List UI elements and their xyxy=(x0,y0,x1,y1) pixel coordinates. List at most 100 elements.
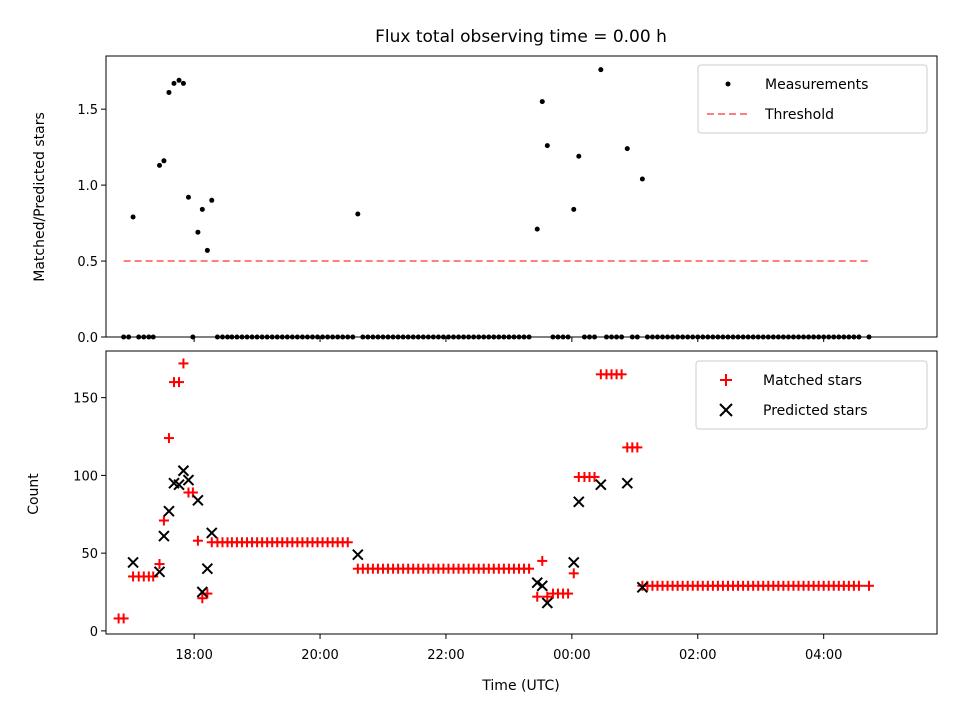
measurements-point xyxy=(705,334,711,340)
top-legend-box xyxy=(697,64,928,134)
measurements-point xyxy=(209,197,215,203)
measurements-point xyxy=(796,334,801,340)
measurements-point xyxy=(365,334,371,340)
measurements-point xyxy=(526,334,532,340)
measurements-point xyxy=(456,334,462,340)
measurements-point xyxy=(345,334,351,340)
x-axis-label: Time (UTC) xyxy=(481,678,559,694)
top-legend: Measurements Threshold xyxy=(697,64,928,134)
bottom-x-tick-label: 04:00 xyxy=(805,648,842,663)
matched-stars-point xyxy=(542,591,553,602)
measurements-point xyxy=(395,334,401,340)
measurements-point xyxy=(544,143,550,149)
measurements-point xyxy=(284,334,290,340)
predicted-stars-point xyxy=(153,566,166,578)
matched-stars-point xyxy=(524,563,535,574)
measurements-point xyxy=(660,334,666,340)
predicted-stars-point xyxy=(531,576,543,589)
measurements-point xyxy=(435,334,441,340)
measurements-point xyxy=(141,334,147,340)
matched-stars-point xyxy=(174,377,185,388)
measurements-point xyxy=(244,334,250,340)
top-panel: 0.0 0.5 1.0 1.5 Matched/Predicted stars Mea… xyxy=(32,55,938,346)
measurements-point xyxy=(856,334,862,340)
measurements-point xyxy=(790,334,796,340)
legend-predicted-marker xyxy=(719,403,733,417)
measurements-point xyxy=(330,334,336,340)
measurements-point xyxy=(491,334,497,340)
bottom-legend: Matched stars Predicted stars xyxy=(695,360,928,430)
measurements-point xyxy=(315,334,321,340)
measurements-point xyxy=(670,334,676,340)
measurements-point xyxy=(539,99,545,105)
measurements-point xyxy=(581,334,587,340)
measurements-point xyxy=(294,334,300,340)
bottom-x-tick-label: 00:00 xyxy=(553,648,590,663)
top-y-tick-label: 1.0 xyxy=(77,179,98,194)
measurements-point xyxy=(440,334,446,340)
matched-stars-point xyxy=(568,568,579,579)
measurements-point xyxy=(780,334,786,340)
measurements-point xyxy=(225,334,231,340)
predicted-stars-point xyxy=(201,562,214,575)
measurements-point xyxy=(506,334,512,340)
measurements-point xyxy=(576,153,582,159)
measurements-point xyxy=(841,334,847,340)
bottom-y-ticks: 0 50 100 150 xyxy=(73,392,106,640)
predicted-stars-point xyxy=(177,465,190,477)
measurements-point xyxy=(555,334,561,340)
predicted-stars-point xyxy=(621,477,633,489)
bottom-y-tick-label: 150 xyxy=(73,392,98,407)
top-panel-marks xyxy=(121,67,872,340)
measurements-point xyxy=(390,334,396,340)
measurements-point xyxy=(675,334,681,340)
measurements-point xyxy=(644,334,650,340)
legend-matched-marker xyxy=(720,374,732,386)
measurements-point xyxy=(400,334,406,340)
bottom-x-ticks: 18:00 20:00 22:00 00:00 02:00 04:00 xyxy=(175,634,842,663)
bottom-y-tick-label: 0 xyxy=(90,625,98,640)
top-y-tick-label: 1.5 xyxy=(77,103,98,118)
bottom-y-tick-label: 100 xyxy=(73,469,98,484)
measurements-point xyxy=(550,334,556,340)
predicted-stars-point xyxy=(595,479,607,491)
measurements-point xyxy=(565,334,571,340)
measurements-point xyxy=(304,334,310,340)
measurements-point xyxy=(730,334,736,340)
measurements-point xyxy=(150,334,156,340)
predicted-stars-point xyxy=(568,556,580,569)
measurements-point xyxy=(866,334,872,340)
predicted-stars-point xyxy=(573,496,585,508)
legend-predicted-label: Predicted stars xyxy=(763,403,868,419)
top-y-axis-label: Matched/Predicted stars xyxy=(32,112,48,282)
measurements-point xyxy=(811,334,817,340)
measurements-point xyxy=(785,334,791,340)
measurements-point xyxy=(239,334,245,340)
measurements-point xyxy=(320,334,326,340)
measurements-point xyxy=(624,146,630,152)
legend-matched-label: Matched stars xyxy=(763,373,862,389)
measurements-point xyxy=(720,334,726,340)
predicted-stars-point xyxy=(196,586,209,598)
measurements-point xyxy=(476,334,482,340)
measurements-point xyxy=(598,67,604,73)
measurements-point xyxy=(665,334,671,340)
measurements-point xyxy=(370,334,376,340)
measurements-point xyxy=(846,334,852,340)
measurements-point xyxy=(309,334,315,340)
measurements-point xyxy=(385,334,391,340)
measurements-point xyxy=(126,334,132,340)
measurements-point xyxy=(219,334,225,340)
measurements-point xyxy=(826,334,832,340)
measurements-point xyxy=(511,334,517,340)
measurements-point xyxy=(161,158,167,164)
measurements-point xyxy=(816,334,822,340)
matched-stars-point xyxy=(589,471,600,482)
measurements-point xyxy=(851,334,857,340)
legend-measurements-label: Measurements xyxy=(765,77,868,93)
matched-stars-point xyxy=(342,537,353,548)
measurements-point xyxy=(121,334,127,340)
top-y-tick-label: 0.5 xyxy=(77,255,98,270)
measurements-point xyxy=(770,334,776,340)
measurements-point xyxy=(259,334,265,340)
